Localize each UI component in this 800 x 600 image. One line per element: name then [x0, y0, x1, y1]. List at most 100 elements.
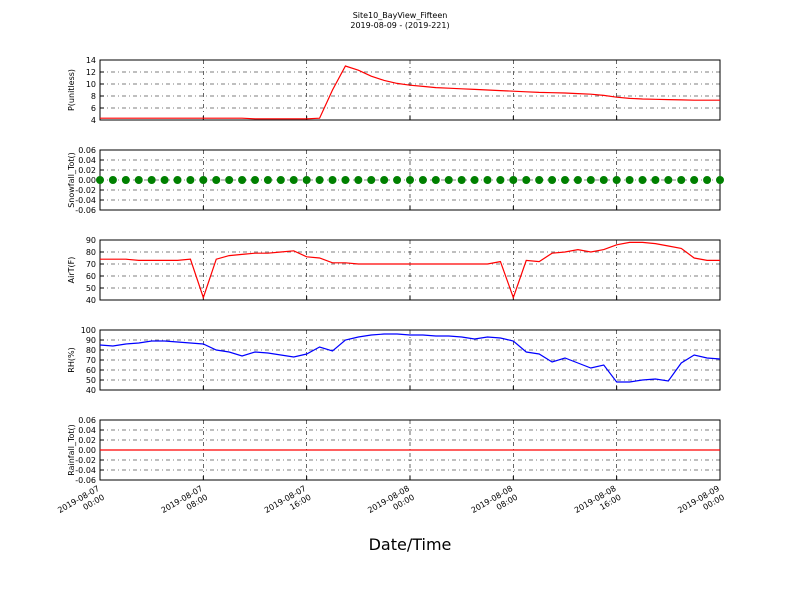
data-point: [561, 176, 569, 184]
y-tick-label: -0.02: [75, 456, 96, 465]
x-tick-label: 2019-08-0808:00: [470, 484, 520, 524]
data-point: [651, 176, 660, 184]
data-point: [147, 176, 156, 184]
data-point: [418, 176, 427, 184]
y-axis-label: RH(%): [67, 347, 76, 372]
data-point: [134, 176, 143, 184]
x-axis-label: Date/Time: [369, 535, 452, 554]
y-tick-label: 80: [86, 248, 96, 257]
data-point: [160, 176, 169, 184]
data-point: [406, 176, 414, 184]
data-point: [380, 176, 389, 184]
y-tick-label: -0.04: [75, 196, 96, 205]
data-point: [431, 176, 440, 184]
data-point: [690, 176, 699, 184]
y-tick-label: 12: [86, 68, 96, 77]
figure-title: Site10_BayView_Fifteen: [353, 11, 448, 20]
data-point: [716, 176, 724, 184]
y-tick-label: 0.02: [78, 166, 96, 175]
data-point: [367, 176, 376, 184]
data-point: [625, 176, 634, 184]
data-point: [238, 176, 247, 184]
data-point: [703, 176, 712, 184]
y-tick-label: 4: [91, 116, 96, 125]
x-tick-label: 2019-08-0716:00: [263, 484, 313, 524]
y-tick-label: -0.04: [75, 466, 96, 475]
x-tick-label: 2019-08-0816:00: [573, 484, 623, 524]
y-axis-label: P(unitless): [67, 69, 76, 111]
data-line: [100, 65, 720, 120]
y-tick-label: 6: [91, 104, 96, 113]
y-tick-label: 0.06: [78, 146, 96, 155]
y-tick-label: 40: [86, 386, 96, 395]
x-tick-label: 2019-08-0800:00: [366, 484, 416, 524]
data-point: [354, 176, 363, 184]
data-point: [496, 176, 505, 184]
data-point: [263, 176, 272, 184]
y-tick-label: 0.02: [78, 436, 96, 445]
y-tick-label: 0.04: [78, 156, 96, 165]
data-point: [96, 176, 104, 184]
y-tick-label: 8: [91, 92, 96, 101]
data-point: [121, 176, 130, 184]
data-point: [444, 176, 453, 184]
y-tick-label: 0.00: [78, 176, 96, 185]
data-point: [341, 176, 350, 184]
data-point: [664, 176, 673, 184]
y-tick-label: 70: [86, 356, 96, 365]
data-point: [186, 176, 195, 184]
data-point: [457, 176, 466, 184]
y-axis-label: AirT(F): [67, 257, 76, 284]
data-point: [225, 176, 234, 184]
data-line: [99, 333, 721, 383]
y-tick-label: 10: [86, 80, 96, 89]
y-tick-label: 80: [86, 346, 96, 355]
data-point: [573, 176, 582, 184]
y-tick-label: 14: [86, 56, 96, 65]
y-tick-label: 50: [86, 376, 96, 385]
data-point: [612, 176, 621, 184]
data-point: [108, 176, 117, 184]
data-point: [173, 176, 182, 184]
data-point: [677, 176, 686, 184]
data-line: [100, 241, 720, 300]
y-tick-label: 0.04: [78, 426, 96, 435]
data-point: [328, 176, 337, 184]
data-point: [276, 176, 285, 184]
data-point: [586, 176, 595, 184]
data-point: [393, 176, 402, 184]
y-tick-label: 60: [86, 366, 96, 375]
data-point: [199, 176, 208, 184]
data-point: [638, 176, 647, 184]
y-tick-label: 40: [86, 296, 96, 305]
data-point: [251, 176, 259, 184]
x-tick-label: 2019-08-0708:00: [160, 484, 210, 524]
data-point: [470, 176, 479, 184]
y-tick-label: 100: [81, 326, 96, 335]
y-tick-label: 90: [86, 336, 96, 345]
y-tick-label: -0.06: [75, 476, 96, 485]
y-tick-label: 60: [86, 272, 96, 281]
y-tick-label: 50: [86, 284, 96, 293]
data-point: [509, 176, 518, 184]
data-point: [522, 176, 531, 184]
y-axis-label: Snowfall_Tot(): [67, 152, 76, 208]
y-tick-label: 0.06: [78, 416, 96, 425]
x-tick-label: 2019-08-0900:00: [676, 484, 726, 524]
figure-subtitle: 2019-08-09 - (2019-221): [350, 21, 449, 30]
y-tick-label: -0.06: [75, 206, 96, 215]
y-tick-label: -0.02: [75, 186, 96, 195]
y-axis-label: Rainfall_Tot(): [67, 424, 76, 476]
data-point: [302, 176, 311, 184]
data-point: [535, 176, 544, 184]
x-tick-label: 2019-08-0700:00: [56, 484, 106, 524]
data-point: [315, 176, 324, 184]
data-point: [483, 176, 492, 184]
data-point: [212, 176, 221, 184]
y-tick-label: 70: [86, 260, 96, 269]
y-tick-label: 0.00: [78, 446, 96, 455]
y-tick-label: 90: [86, 236, 96, 245]
data-point: [548, 176, 557, 184]
data-point: [599, 176, 608, 184]
